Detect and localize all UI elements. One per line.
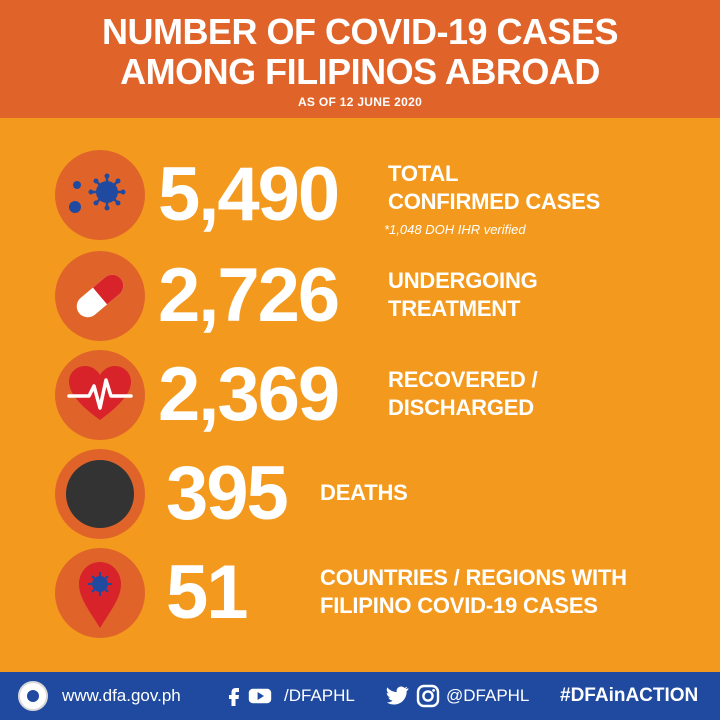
stat-row-treatment: 2,726 UNDERGOING TREATMENT [0, 251, 720, 341]
stat-row-recovered: 2,369 RECOVERED / DISCHARGED [0, 350, 720, 440]
twitter-icon[interactable] [386, 684, 410, 708]
map-pin-virus-icon [55, 548, 145, 638]
facebook-youtube-handle[interactable]: /DFAPHL [284, 686, 355, 705]
deaths-count: 395 [166, 451, 289, 536]
deaths-label: DEATHS [320, 480, 408, 505]
website-link[interactable]: www.dfa.gov.ph [62, 686, 181, 705]
facebook-icon[interactable] [222, 684, 246, 708]
confirmed-label-line-1: TOTAL [388, 161, 459, 186]
countries-count: 51 [166, 550, 249, 635]
hashtag[interactable]: #DFAinACTION [560, 685, 699, 706]
black-circle-icon [55, 449, 145, 539]
treatment-label-line-2: TREATMENT [388, 296, 521, 321]
page-title: NUMBER OF COVID-19 CASES AMONG FILIPINOS… [0, 0, 720, 92]
title-line-2: AMONG FILIPINOS ABROAD [120, 51, 600, 92]
virus-icon [55, 150, 145, 240]
youtube-icon[interactable] [248, 684, 272, 708]
recovered-count: 2,369 [158, 352, 340, 437]
countries-label: COUNTRIES / REGIONS WITH FILIPINO COVID-… [320, 564, 627, 620]
header-banner: NUMBER OF COVID-19 CASES AMONG FILIPINOS… [0, 0, 720, 118]
footer-bar: www.dfa.gov.ph /DFAPHL @DFAPHL #DFAinACT… [0, 672, 720, 720]
stat-row-countries: 51 COUNTRIES / REGIONS WITH FILIPINO COV… [0, 548, 720, 638]
recovered-label-line-1: RECOVERED / [388, 367, 538, 392]
confirmed-label-line-2: CONFIRMED CASES [388, 189, 601, 214]
confirmed-count: 5,490 [158, 152, 340, 237]
confirmed-label: TOTAL CONFIRMED CASES [388, 160, 600, 216]
countries-label-line-1: COUNTRIES / REGIONS WITH [320, 565, 627, 590]
treatment-count: 2,726 [158, 253, 340, 338]
date-subtitle: AS OF 12 JUNE 2020 [297, 95, 423, 109]
stat-row-deaths: 395 DEATHS [0, 449, 720, 539]
twitter-instagram-handle[interactable]: @DFAPHL [446, 686, 530, 705]
treatment-label-line-1: UNDERGOING [388, 268, 538, 293]
countries-label-line-2: FILIPINO COVID-19 CASES [320, 593, 598, 618]
dfa-seal-icon [18, 681, 48, 711]
instagram-icon[interactable] [416, 684, 440, 708]
pill-icon [55, 251, 145, 341]
title-line-1: NUMBER OF COVID-19 CASES [101, 11, 619, 52]
heartbeat-icon [55, 350, 145, 440]
recovered-label: RECOVERED / DISCHARGED [388, 366, 538, 422]
treatment-label: UNDERGOING TREATMENT [388, 267, 538, 323]
recovered-label-line-2: DISCHARGED [388, 395, 534, 420]
stat-row-confirmed: 5,490 TOTAL CONFIRMED CASES *1,048 DOH I… [0, 150, 720, 240]
confirmed-note: *1,048 DOH IHR verified [384, 222, 526, 237]
